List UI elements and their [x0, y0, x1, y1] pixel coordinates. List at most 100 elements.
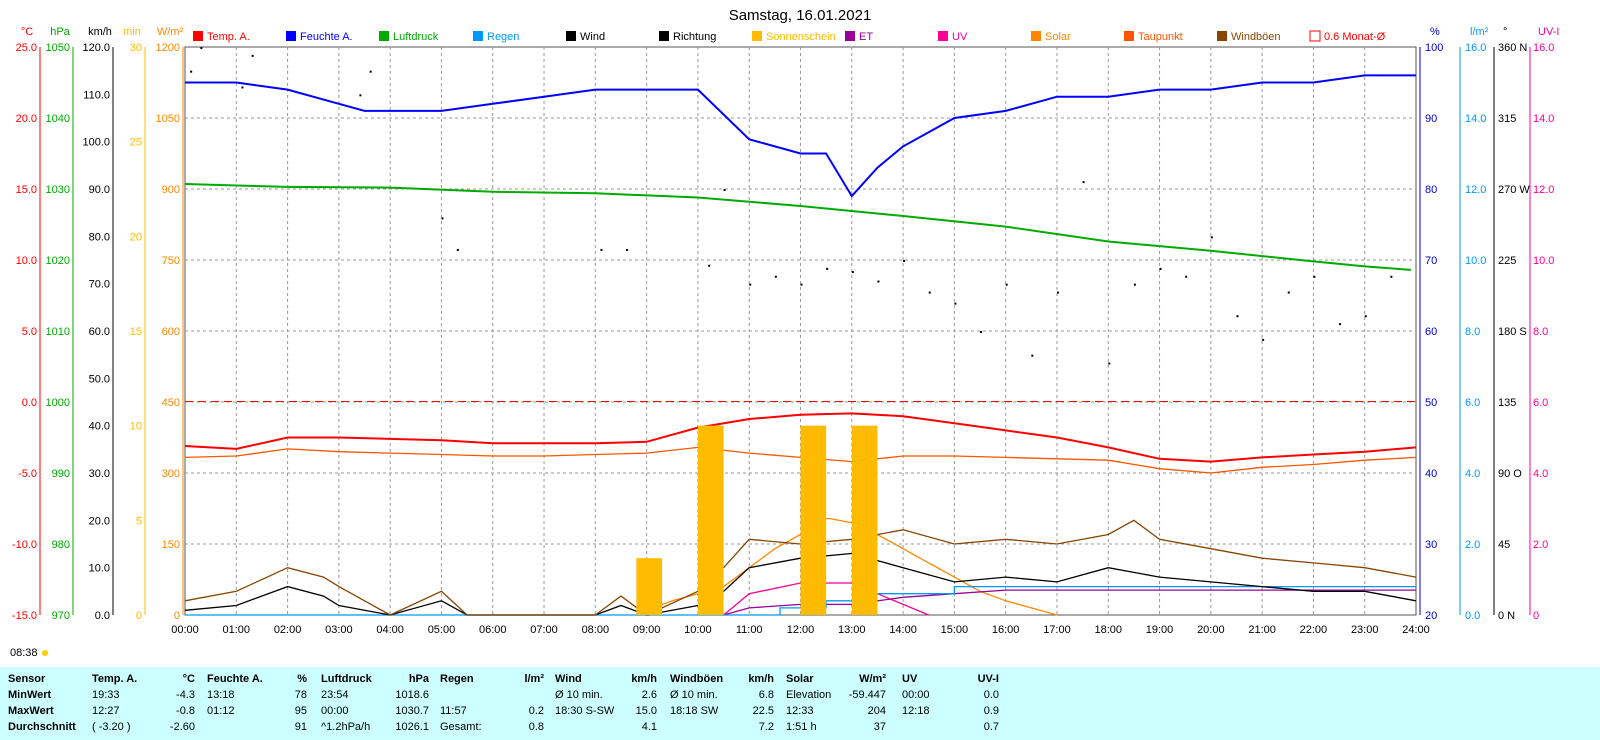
time-tick: 14:00	[889, 624, 917, 636]
time-tick: 23:00	[1351, 624, 1379, 636]
legend-label: Richtung	[673, 31, 716, 43]
axis-tick: 14.0	[1533, 113, 1554, 125]
axis-tick: 180 S	[1498, 326, 1527, 338]
summary-value: 1030.7	[395, 705, 429, 717]
direction-dot	[1313, 275, 1316, 278]
summary-row: 12:33 204	[786, 703, 886, 719]
axis-tick: 30	[130, 42, 142, 54]
summary-row: 0.7	[902, 719, 999, 735]
axis-unit: hPa	[50, 26, 70, 38]
axis-tick: 14.0	[1465, 113, 1486, 125]
legend-label: Regen	[487, 31, 519, 43]
legend-swatch	[566, 31, 576, 41]
summary-header: Luftdruck hPa	[321, 671, 429, 687]
axis-tick: 110.0	[83, 89, 110, 101]
summary-value: 0.7	[983, 721, 999, 733]
summary-unit: km/h	[631, 673, 657, 685]
axis-tick: 10.0	[1533, 255, 1554, 267]
axis-tick: 5	[136, 515, 142, 527]
direction-dot	[928, 291, 931, 294]
legend-label: Solar	[1045, 31, 1071, 43]
axis-tick: 100	[1425, 42, 1443, 54]
direction-dot	[1287, 291, 1290, 294]
axis-tick: 30	[1425, 539, 1437, 551]
legend-label: Temp. A.	[207, 31, 250, 43]
axis-tick: 1040	[46, 113, 70, 125]
summary-row: 19:33 -4.3	[92, 687, 195, 703]
summary-time: 18:30 S-SW	[555, 705, 615, 717]
time-tick: 05:00	[428, 624, 456, 636]
time-tick: 02:00	[274, 624, 302, 636]
axis-tick: 60	[1425, 326, 1437, 338]
summary-row: 4.1	[555, 719, 657, 735]
summary-row: 18:18 SW 22.5	[670, 703, 774, 719]
summary-time: 12:27	[92, 705, 120, 717]
legend-label: ET	[859, 31, 873, 43]
axis-tick: 40	[1425, 468, 1437, 480]
axis-tick: 16.0	[1465, 42, 1486, 54]
axis-tick: 10.0	[89, 563, 110, 575]
axis-tick: 0	[136, 610, 142, 622]
axis-tick: 300	[162, 468, 180, 480]
summary-time: Gesamt:	[440, 721, 482, 733]
summary-value: 6.8	[758, 689, 774, 701]
axis-tick: 70	[1425, 255, 1437, 267]
summary-row: ( -3.20 ) -2.60	[92, 719, 195, 735]
summary-value: 7.2	[758, 721, 774, 733]
summary-value: 4.1	[641, 721, 657, 733]
legend-swatch	[752, 31, 762, 41]
axis-unit: min	[123, 26, 141, 38]
series-line	[184, 183, 1411, 271]
direction-dot	[1262, 338, 1265, 341]
legend-label: Feuchte A.	[300, 31, 353, 43]
axis-tick: 360 N	[1498, 42, 1527, 54]
summary-header: Wind km/h	[555, 671, 657, 687]
weather-chart: Samstag, 16.01.2021 Temp. A. Feuchte A. Lu…	[10, 7, 1559, 659]
summary-time: 19:33	[92, 689, 120, 701]
summary-group: Windböen km/h Ø 10 min. 6.8 18:18 SW 22.5 7.2	[670, 671, 774, 735]
summary-time: 13:18	[207, 689, 235, 701]
summary-time: Ø 10 min.	[670, 689, 718, 701]
axis-tick: -10.0	[12, 539, 37, 551]
summary-name: UV	[902, 673, 918, 685]
direction-dot	[200, 47, 203, 49]
direction-dot	[251, 54, 254, 57]
summary-row: 00:00 0.0	[902, 687, 999, 703]
time-tick: 10:00	[684, 624, 712, 636]
summary-group: Temp. A. °C 19:33 -4.3 12:27 -0.8 ( -3.20 ) -2.…	[92, 671, 195, 735]
time-tick: 11:00	[736, 624, 763, 636]
axis-tick: 12.0	[1533, 184, 1554, 196]
time-tick: 08:00	[582, 624, 610, 636]
direction-dot	[369, 70, 372, 73]
summary-table: Sensor MinWert MaxWert Durchschnitt Temp…	[0, 667, 1600, 740]
summary-row: 12:27 -0.8	[92, 703, 195, 719]
time-tick: 03:00	[325, 624, 353, 636]
sunshine-bar	[800, 425, 827, 615]
summary-value: 15.0	[635, 705, 657, 717]
legend-label: Sonnenschein	[766, 31, 836, 43]
legend-swatch	[938, 31, 948, 41]
axis-unit: l/m²	[1470, 26, 1489, 38]
series-line	[723, 589, 1416, 616]
summary-group: Solar W/m² Elevation -59.447 12:33 204 1:51 h 3…	[786, 671, 886, 735]
summary-time: 00:00	[902, 689, 930, 701]
direction-dot	[877, 280, 880, 283]
axis-unit: W/m²	[157, 26, 184, 38]
axis-tick: 0	[1533, 610, 1539, 622]
axis-tick: -5.0	[18, 468, 37, 480]
axis-tick: 5.0	[22, 326, 37, 338]
axis-tick: 25	[130, 137, 142, 149]
summary-name: Solar	[786, 673, 814, 685]
axis-tick: 80	[1425, 184, 1437, 196]
axis-tick: 0.0	[1465, 610, 1480, 622]
sunrise-time: 08:38	[10, 647, 38, 659]
plot-area	[184, 47, 1417, 616]
sun-icon	[42, 650, 48, 656]
direction-dot	[1159, 267, 1162, 270]
direction-dot	[954, 302, 957, 305]
summary-group: Regen l/m² 11:57 0.2 Gesamt: 0.8	[440, 671, 544, 735]
direction-dot	[800, 283, 803, 286]
series-line	[185, 74, 1416, 198]
axis-tick: 2.0	[1533, 539, 1548, 551]
summary-unit: °C	[182, 673, 195, 685]
